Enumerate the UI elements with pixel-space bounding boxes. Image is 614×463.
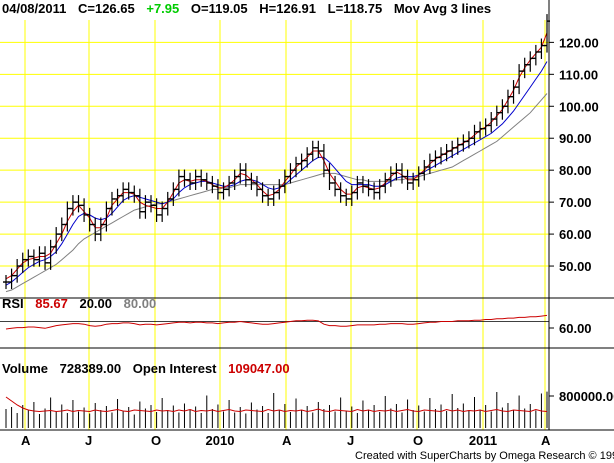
y-tick-label: 800000.00 <box>559 389 614 404</box>
x-tick-label: A <box>541 433 551 448</box>
volume-panel <box>5 391 548 428</box>
y-tick-label: 120.00 <box>559 35 599 50</box>
x-tick-label: A <box>282 433 292 448</box>
header-close: C=126.65 <box>78 1 135 16</box>
x-tick-label: J <box>347 433 354 448</box>
rsi-value: 85.67 <box>35 296 68 311</box>
credit-text: Created with SuperCharts by Omega Resear… <box>355 450 614 462</box>
header-indicator: Mov Avg 3 lines <box>394 1 491 16</box>
rsi-label: RSI <box>2 296 24 311</box>
y-tick-label: 80.00 <box>559 163 592 178</box>
x-tick-label: 2011 <box>469 433 497 448</box>
y-tick-label: 100.00 <box>559 99 599 114</box>
header-open: O=119.05 <box>191 1 248 16</box>
axes: A J O 2010 A J O 2011 A 120.00 110.00 100.00 90.00 80… <box>0 0 614 448</box>
y-tick-label: 50.00 <box>559 259 592 274</box>
ma-slow-line <box>5 93 548 293</box>
x-tick-label: A <box>21 433 31 448</box>
ma-fast-line <box>5 32 548 280</box>
x-tick-label: O <box>151 433 161 448</box>
rsi-high-level: 80.00 <box>124 296 157 311</box>
volume-value: 728389.00 <box>60 361 121 376</box>
y-tick-label: 110.00 <box>559 67 598 82</box>
ma-mid-line <box>5 61 548 286</box>
header-change: +7.95 <box>146 1 179 16</box>
rsi-header: RSI 85.67 20.00 80.00 <box>2 296 156 311</box>
y-tick-label: 90.00 <box>559 131 592 146</box>
oi-value: 109047.00 <box>228 361 289 376</box>
rsi-low-level: 20.00 <box>79 296 112 311</box>
open-interest-line <box>5 396 548 413</box>
x-tick-label: J <box>85 433 92 448</box>
y-tick-label: 60.00 <box>559 227 592 242</box>
header-high: H=126.91 <box>259 1 316 16</box>
header-low: L=118.75 <box>328 1 383 16</box>
y-tick-label: 60.00 <box>559 321 592 336</box>
price-panel <box>3 14 550 293</box>
volume-header: Volume 728389.00 Open Interest 109047.00 <box>2 361 290 376</box>
header-line: 04/08/2011 C=126.65 +7.95 O=119.05 H=126… <box>2 1 491 16</box>
rsi-line <box>5 314 548 330</box>
x-tick-label: O <box>413 433 423 448</box>
oi-label: Open Interest <box>133 361 217 376</box>
volume-label: Volume <box>2 361 48 376</box>
header-date: 04/08/2011 <box>2 1 66 16</box>
rsi-panel <box>0 314 549 330</box>
x-tick-label: 2010 <box>206 433 235 448</box>
y-tick-label: 70.00 <box>559 195 592 210</box>
